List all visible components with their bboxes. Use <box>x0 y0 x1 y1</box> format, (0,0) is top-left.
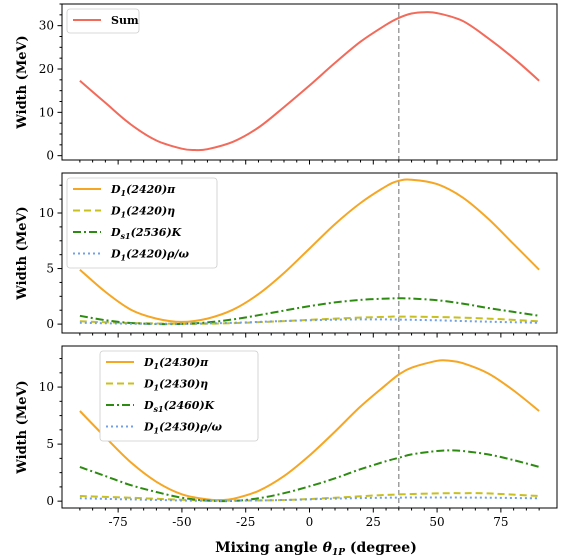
legend-label: D1(2420)π <box>110 183 176 198</box>
series-group <box>79 359 540 503</box>
x-tick-label: 50 <box>429 515 444 529</box>
y-tick-label: 0 <box>46 494 54 508</box>
series-line-1 <box>79 178 540 323</box>
legend-label: D1(2430)ρ/ω <box>143 421 222 436</box>
legend-frame <box>66 8 140 34</box>
series-line-3 <box>79 449 540 503</box>
panel-3: 0 5 10 -75 -50 -25 0 25 50 75 Width (MeV) D1(2430)π… <box>15 345 558 529</box>
y-tick-label: 20 <box>39 62 54 76</box>
legend-label: D1(2430)π <box>143 356 209 371</box>
y-tick-label: 0 <box>46 317 54 331</box>
panel-1: 0 10 20 30 Width (MeV) Sum <box>15 3 558 165</box>
y-tick-label: 5 <box>46 262 54 276</box>
series-line-1 <box>79 11 540 152</box>
y-tick-label: 10 <box>39 380 54 394</box>
y-tick-label: 5 <box>46 437 54 451</box>
legend-label: D1(2420)ρ/ω <box>110 248 189 263</box>
y-tick-label: 0 <box>46 149 54 163</box>
x-tick-label: -75 <box>108 515 127 529</box>
legend-frame <box>99 350 259 442</box>
panel-2: 0 5 10 Width (MeV) D1(2420)π D1(2420)η Ds1(253… <box>15 172 558 338</box>
series-line-2 <box>79 315 540 325</box>
x-tick-label: -50 <box>172 515 191 529</box>
series-line-1 <box>79 359 540 502</box>
legend-label: Ds1(2536)K <box>110 226 182 241</box>
x-tick-label: 75 <box>493 515 508 529</box>
x-tick-label: -25 <box>236 515 255 529</box>
legend: Sum <box>66 8 140 34</box>
x-tick-label: 25 <box>366 515 381 529</box>
x-tick-label: 0 <box>306 515 314 529</box>
legend-label: Ds1(2460)K <box>143 399 215 414</box>
y-axis-label: Width (MeV) <box>15 206 30 300</box>
series-group <box>79 11 540 152</box>
legend: D1(2430)π D1(2430)η Ds1(2460)K D1(2430)ρ/ω <box>99 350 259 442</box>
series-line-4 <box>79 318 540 325</box>
y-tick-label: 10 <box>39 206 54 220</box>
legend: D1(2420)π D1(2420)η Ds1(2536)K D1(2420)ρ/ω <box>66 177 218 269</box>
y-tick-label: 10 <box>39 105 54 119</box>
legend-frame <box>66 177 218 269</box>
y-axis-label: Width (MeV) <box>15 35 30 129</box>
legend-label: D1(2430)η <box>143 378 208 393</box>
legend-label: D1(2420)η <box>110 205 175 220</box>
x-axis-label: Mixing angle θ1P (degree) <box>215 540 417 558</box>
y-tick-label: 30 <box>39 19 54 33</box>
series-group <box>79 178 540 326</box>
legend-label: Sum <box>111 14 139 27</box>
y-axis-label: Width (MeV) <box>15 380 30 474</box>
